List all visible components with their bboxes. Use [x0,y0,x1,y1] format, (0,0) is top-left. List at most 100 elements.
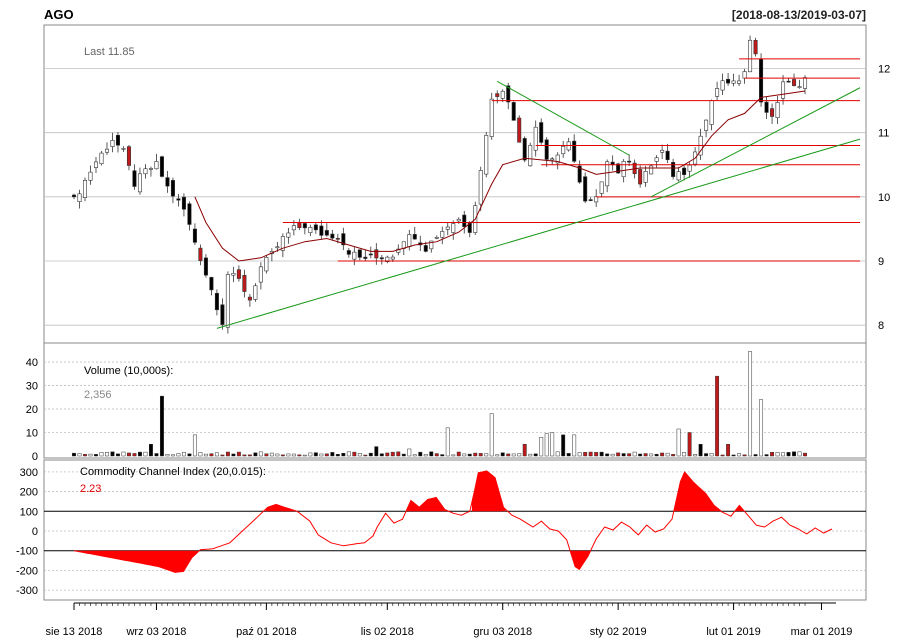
volume-bar [440,454,445,457]
volume-bar [88,453,93,457]
volume-bar [511,453,516,457]
volume-bar [594,452,599,457]
volume-bar [687,432,692,457]
candle-body [357,249,362,258]
trend-line [496,80,630,156]
candle-body [253,285,258,300]
candle-body [792,79,797,86]
cci-panel: -300 -200 -100 0 100 200 300 Commodity Channel… [16,459,867,601]
volume-bar [451,454,456,457]
volume-bar [434,453,439,457]
candle-body [517,117,522,143]
candle-body [550,158,555,161]
candle-body [341,233,346,246]
volume-bar [407,448,412,457]
candle-body [176,198,181,201]
volume-bar [467,453,472,457]
volume-bar [726,444,731,457]
candle-body [231,273,236,276]
volume-bar [638,453,643,457]
volume-bar [72,452,76,457]
candle-body [440,231,445,238]
cci-oversold-fill [76,550,199,573]
volume-bar [577,452,582,457]
volume-bar [522,444,527,457]
volume-bar [753,454,758,457]
candle-body [429,240,434,250]
volume-bar [660,452,665,457]
x-tick-label: mar 01 2019 [791,626,853,638]
candle-body [764,101,769,113]
candle-body [291,225,296,231]
volume-bar [627,453,632,457]
volume-bar [654,453,659,457]
volume-bar [517,453,522,457]
cci-overbought-fill [471,470,506,512]
volume-bar [346,451,351,457]
volume-bar [341,453,346,457]
volume-bar [786,452,791,457]
volume-bar [110,451,115,457]
candle-body [484,135,489,175]
volume-bar [192,434,197,457]
volume-bar [775,452,780,457]
volume-bar [357,453,362,457]
volume-bar [132,453,137,457]
x-tick-label: lis 02 2018 [361,626,414,638]
volume-bar [258,451,263,457]
volume-bar [770,452,775,457]
candle-body [280,236,285,251]
volume-bar [544,433,549,457]
price-panel-frame [43,24,867,344]
candle-body [99,152,104,165]
volume-bar [621,453,626,457]
volume-bar [489,413,494,457]
candle-body [588,199,593,201]
candle-body [308,227,313,234]
candle-body [704,119,709,131]
x-tick-label: wrz 03 2018 [125,626,186,638]
volume-value: 2,356 [84,389,112,401]
volume-bar [247,454,252,457]
candle-body [478,170,483,205]
volume-tick-label: 0 [32,451,38,463]
volume-bar [797,451,802,457]
volume-bar [720,454,725,457]
price-tick-label: 12 [878,64,890,76]
volume-panel: 0 10 20 30 40 Volume (10,000s): 2,356 [26,342,867,463]
volume-bar [385,452,390,457]
volume-bar [187,453,192,457]
volume-bar [412,454,417,457]
volume-bar [731,454,736,457]
volume-bar [214,452,219,457]
candle-body [803,77,808,89]
volume-bar [616,452,621,457]
candle-body [682,167,687,175]
candle-body [649,165,654,175]
candle-body [297,222,302,228]
candle-body [258,266,263,283]
candle-body [786,80,791,83]
candle-body [154,161,159,170]
volume-bar [572,434,577,457]
candle-body [77,193,82,202]
volume-bar [781,452,786,457]
cci-value: 2.23 [80,483,101,495]
candle-body [528,145,533,167]
volume-bar [291,453,296,457]
candle-body [748,39,753,73]
price-tick-label: 11 [878,128,889,140]
volume-bar [704,453,709,457]
volume-bar [374,446,379,457]
volume-bar [693,454,698,457]
candle-body [720,80,725,91]
candle-body [192,228,197,243]
price-tick-label: 8 [878,320,884,332]
cci-oversold-fill [570,550,590,570]
candle-body [671,162,676,177]
candle-body [165,177,170,187]
cci-overbought-fill [265,504,296,512]
last-price-label: Last 11.85 [84,46,135,58]
cci-tick-label: -200 [16,565,38,577]
volume-bar [506,453,511,457]
